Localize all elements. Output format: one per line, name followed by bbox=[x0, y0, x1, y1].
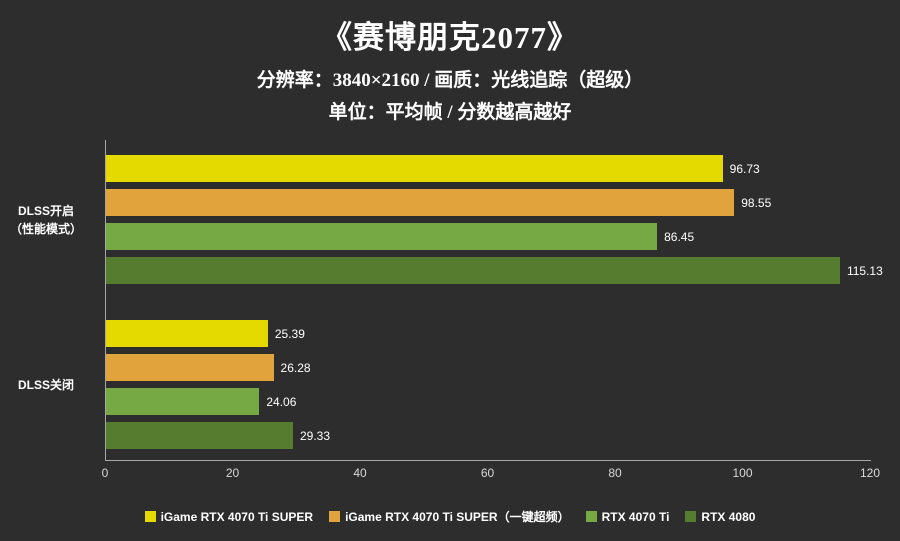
bar-value-label: 24.06 bbox=[266, 394, 297, 409]
bar-value-label: 96.73 bbox=[729, 161, 760, 176]
x-tick-label: 60 bbox=[480, 466, 495, 480]
category-axis: DLSS开启 （性能模式） DLSS关闭 bbox=[0, 140, 95, 460]
legend: iGame RTX 4070 Ti SUPER iGame RTX 4070 Ti… bbox=[0, 508, 900, 525]
bar-row: 24.06 bbox=[106, 388, 871, 415]
x-tick-label: 100 bbox=[732, 466, 753, 480]
legend-item: iGame RTX 4070 Ti SUPER（一键超频） bbox=[329, 508, 570, 525]
bar bbox=[106, 223, 658, 250]
legend-item: RTX 4070 Ti bbox=[585, 509, 670, 524]
bar-row: 96.73 bbox=[106, 155, 871, 182]
chart-subtitle-unit: 单位：平均帧 / 分数越高越好 bbox=[328, 102, 572, 123]
bar bbox=[106, 422, 293, 449]
legend-label: iGame RTX 4070 Ti SUPER（一键超频） bbox=[345, 510, 570, 524]
bar bbox=[106, 155, 723, 182]
bar bbox=[106, 354, 274, 381]
legend-label: iGame RTX 4070 Ti SUPER bbox=[160, 509, 314, 524]
legend-swatch-icon bbox=[585, 511, 597, 522]
legend-swatch-icon bbox=[329, 511, 341, 522]
bar-value-label: 25.39 bbox=[274, 326, 305, 341]
x-tick-label: 40 bbox=[353, 466, 367, 480]
bar-value-label: 115.13 bbox=[846, 263, 883, 278]
legend-item: RTX 4080 bbox=[685, 510, 755, 524]
legend-label: RTX 4070 Ti bbox=[601, 509, 670, 524]
bar-row: 29.33 bbox=[106, 422, 871, 449]
x-tick-label: 20 bbox=[225, 466, 240, 480]
x-tick-label: 80 bbox=[608, 466, 622, 480]
chart-header: 《赛博朋克2077》 分辨率：3840×2160 / 画质：光线追踪（超级） 单… bbox=[0, 0, 900, 124]
value-axis: 0 20 40 60 80 100 120 bbox=[101, 466, 880, 482]
bar bbox=[106, 189, 735, 216]
bar-row: 25.39 bbox=[106, 320, 871, 347]
plot-area: 96.73 98.55 86.45 115.13 25.39 26.28 24.06 29.3… bbox=[105, 140, 883, 461]
bar-row: 86.45 bbox=[106, 223, 871, 250]
bar bbox=[106, 320, 268, 347]
bar-row: 115.13 bbox=[106, 257, 883, 284]
x-tick-label: 120 bbox=[859, 466, 881, 480]
category-label: DLSS关闭 bbox=[17, 377, 74, 392]
legend-swatch-icon bbox=[685, 511, 697, 522]
bar-value-label: 29.33 bbox=[299, 428, 330, 443]
legend-item: iGame RTX 4070 Ti SUPER bbox=[144, 509, 314, 524]
bar-value-label: 26.28 bbox=[280, 360, 311, 375]
category-label: DLSS开启 （性能模式） bbox=[9, 203, 82, 236]
bar-value-label: 86.45 bbox=[664, 229, 695, 244]
chart-title: 《赛博朋克2077》 bbox=[321, 20, 579, 55]
bar-value-label: 98.55 bbox=[741, 195, 772, 210]
chart-subtitle-resolution: 分辨率：3840×2160 / 画质：光线追踪（超级） bbox=[256, 70, 644, 91]
bar bbox=[106, 388, 260, 415]
legend-swatch-icon bbox=[144, 511, 156, 522]
bar-row: 26.28 bbox=[106, 354, 871, 381]
bar bbox=[106, 257, 840, 284]
legend-label: RTX 4080 bbox=[701, 509, 756, 524]
bar-row: 98.55 bbox=[106, 189, 871, 216]
x-tick-label: 0 bbox=[101, 466, 109, 480]
